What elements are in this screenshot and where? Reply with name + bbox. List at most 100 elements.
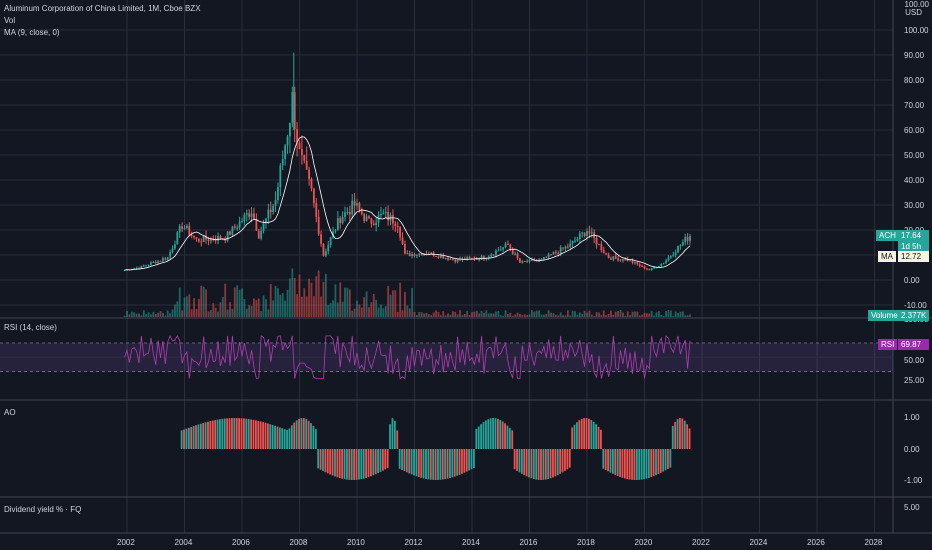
price-tick-label: -10.00	[904, 301, 927, 310]
volume-bar	[564, 315, 567, 317]
volume-bar	[574, 311, 576, 317]
volume-bar	[327, 305, 330, 317]
volume-bar	[622, 312, 624, 317]
ao-bar	[662, 449, 665, 472]
volume-bar	[205, 289, 207, 317]
ao-bar	[410, 449, 413, 475]
candle-body	[425, 253, 428, 255]
volume-bar	[595, 312, 598, 317]
volume-bar	[346, 287, 349, 317]
volume-bar	[360, 307, 363, 317]
volume-bar	[552, 313, 555, 317]
candle-body	[296, 129, 299, 143]
candle-body	[614, 256, 617, 259]
ao-bar	[599, 429, 602, 449]
candle-body	[547, 254, 550, 258]
candle-body	[645, 268, 648, 270]
ao-bar	[655, 449, 657, 476]
volume-bar	[375, 299, 378, 317]
time-axis-label: 2018	[577, 538, 595, 547]
candle-body	[435, 256, 437, 258]
ao-bar	[499, 419, 502, 449]
candle-body	[564, 246, 567, 249]
candle-body	[214, 239, 217, 241]
volume-bar	[243, 299, 246, 317]
ao-bar	[197, 424, 200, 449]
volume-bar	[427, 314, 430, 317]
candle-body	[293, 92, 296, 130]
ao-bar	[269, 424, 272, 449]
volume-bar	[300, 296, 303, 317]
volume-bar	[588, 310, 591, 317]
candle-body	[257, 230, 260, 239]
candle-body	[135, 267, 138, 269]
time-axis-label: 2004	[175, 538, 193, 547]
candle-body	[272, 205, 275, 213]
ao-bar	[329, 449, 332, 475]
candle-body	[466, 257, 469, 260]
countdown-tag: 1d 5h	[898, 241, 929, 252]
volume-bar	[298, 274, 301, 317]
volume-bar	[600, 314, 603, 317]
ao-bar	[183, 429, 185, 449]
ao-bar	[451, 449, 454, 478]
ao-bar	[681, 418, 684, 449]
volume-bar	[509, 312, 512, 317]
ao-bar	[307, 420, 310, 449]
rsi-tick-label: 25.00	[904, 376, 925, 385]
candle-body	[243, 214, 246, 222]
candle-body	[622, 259, 624, 261]
volume-bar	[245, 308, 248, 317]
time-axis-label: 2022	[692, 538, 710, 547]
volume-bar	[605, 315, 608, 317]
volume-bar	[336, 302, 339, 317]
ao-legend: AO	[4, 408, 16, 417]
volume-bar	[660, 315, 663, 317]
volume-bar	[475, 310, 478, 317]
price-tick-label: 50.00	[904, 151, 925, 160]
ao-bar	[348, 449, 351, 480]
ao-bar	[475, 428, 478, 449]
price-tick-label: 30.00	[904, 201, 925, 210]
volume-bar	[456, 314, 459, 317]
volume-bar	[291, 268, 294, 317]
candle-body	[636, 262, 639, 265]
volume-bar	[495, 311, 497, 317]
volume-bar	[140, 315, 143, 317]
ao-bar	[578, 420, 581, 449]
volume-bar	[272, 300, 275, 317]
candle-body	[267, 209, 270, 219]
ao-bar	[561, 449, 564, 473]
volume-bar	[554, 314, 557, 317]
candle-body	[420, 253, 423, 256]
ao-bar	[422, 449, 425, 479]
candle-body	[569, 243, 572, 247]
ao-bar	[362, 449, 365, 479]
ao-bar	[535, 449, 538, 480]
volume-bar	[353, 308, 356, 317]
volume-bar	[188, 294, 191, 317]
ao-bar	[219, 419, 221, 449]
volume-bar	[497, 311, 500, 317]
ao-bar	[523, 449, 526, 476]
candle-body	[291, 92, 294, 123]
volume-bar	[305, 296, 308, 317]
candle-body	[221, 238, 224, 240]
volume-bar	[540, 314, 543, 317]
volume-bar	[277, 288, 279, 317]
candle-body	[588, 231, 591, 234]
candle-body	[169, 252, 172, 258]
ao-bar	[573, 424, 576, 449]
candle-body	[324, 251, 327, 256]
candle-body	[542, 257, 545, 259]
volume-bar	[150, 314, 152, 317]
volume-bar	[303, 288, 306, 317]
ao-bar	[425, 449, 427, 479]
volume-bar	[236, 285, 239, 317]
volume-bar	[255, 300, 258, 317]
ao-bar	[669, 449, 672, 468]
ao-bar	[245, 418, 248, 449]
ao-bar	[247, 419, 250, 449]
candle-body	[607, 254, 610, 259]
